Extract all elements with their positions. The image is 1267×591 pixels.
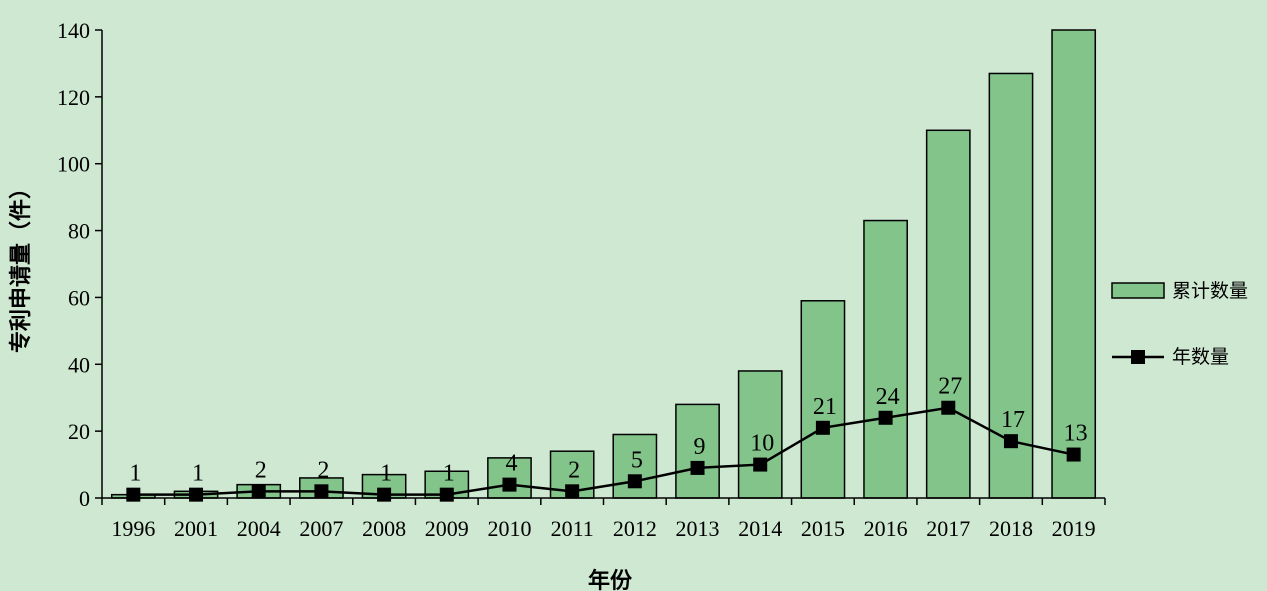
y-tick-label: 100 (57, 152, 90, 177)
legend: 累计数量 年数量 (1111, 280, 1248, 368)
bar-series (110, 29, 1097, 499)
x-tick-label: 2012 (613, 516, 657, 541)
y-tick-label: 140 (57, 18, 90, 43)
x-tick-label: 2016 (864, 516, 908, 541)
x-tick-label: 2013 (676, 516, 720, 541)
x-tick-label: 2007 (299, 516, 343, 541)
x-tick-label: 2015 (801, 516, 845, 541)
legend-swatch-bar (1111, 282, 1165, 299)
data-label-2010: 4 (505, 451, 517, 477)
y-tick-label: 80 (68, 219, 90, 244)
line-point-2017 (941, 400, 956, 415)
x-tick-label: 2010 (487, 516, 531, 541)
line-point-2010 (502, 477, 517, 492)
x-tick-label: 2014 (738, 516, 782, 541)
bar-2017 (925, 129, 971, 499)
line-point-2004 (251, 484, 266, 499)
annual-count-line (133, 406, 1074, 496)
legend-swatch-marker (1131, 350, 1145, 364)
bar-2019 (1051, 29, 1097, 499)
legend-label-bar: 累计数量 (1172, 280, 1248, 302)
bar-2013 (675, 403, 720, 499)
line-point-2013 (690, 460, 705, 475)
legend-label-line: 年数量 (1172, 346, 1229, 368)
x-axis-ticks: 1996 2001 2004 2007 2008 2009 2010 2011 2012 2013… (101, 498, 1106, 541)
y-tick-label: 120 (57, 85, 90, 110)
x-tick-label: 2018 (989, 516, 1033, 541)
data-label-1996: 1 (129, 461, 141, 487)
line-point-2001 (189, 487, 204, 502)
x-tick-label: 2019 (1052, 516, 1096, 541)
data-label-2019: 13 (1064, 421, 1088, 447)
line-point-2015 (815, 420, 830, 435)
bar-2014 (737, 370, 783, 499)
x-axis-title: 年份 (588, 568, 633, 591)
line-point-2012 (627, 474, 642, 489)
data-label-2001: 1 (192, 461, 204, 487)
bar-2018 (988, 72, 1034, 499)
line-point-2007 (314, 484, 329, 499)
x-tick-label: 2001 (174, 516, 218, 541)
data-label-2015: 21 (813, 394, 837, 420)
data-label-2007: 2 (317, 457, 329, 483)
y-axis-ticks: 0 20 40 60 80 100 120 140 (57, 18, 102, 511)
y-tick-label: 0 (79, 486, 90, 511)
x-tick-label: 2008 (362, 516, 406, 541)
x-tick-label: 2017 (926, 516, 970, 541)
x-tick-label: 2011 (551, 516, 594, 541)
x-tick-label: 1996 (111, 516, 155, 541)
x-tick-label: 2009 (425, 516, 469, 541)
data-label-2018: 17 (1001, 407, 1025, 433)
data-label-2008: 1 (380, 461, 392, 487)
y-tick-label: 60 (68, 285, 90, 310)
line-point-2019 (1066, 447, 1081, 462)
data-label-2009: 1 (443, 461, 455, 487)
line-point-2009 (439, 487, 454, 502)
line-series (126, 400, 1081, 502)
line-point-2016 (878, 410, 893, 425)
data-label-2011: 2 (568, 457, 580, 483)
y-tick-label: 40 (68, 352, 90, 377)
data-label-2004: 2 (255, 457, 267, 483)
data-label-2014: 10 (750, 431, 774, 457)
line-point-1996 (126, 487, 141, 502)
data-label-2016: 24 (876, 384, 900, 410)
line-point-2008 (377, 487, 392, 502)
data-label-2012: 5 (631, 447, 643, 473)
line-point-2018 (1003, 434, 1018, 449)
bar-2016 (863, 219, 908, 499)
line-point-2014 (753, 457, 768, 472)
data-label-2013: 9 (694, 434, 706, 460)
line-point-2011 (565, 484, 580, 499)
y-axis-title: 专利申请量（件） (8, 177, 34, 353)
y-tick-label: 20 (68, 419, 90, 444)
data-label-2017: 27 (938, 374, 962, 400)
x-tick-label: 2004 (237, 516, 281, 541)
